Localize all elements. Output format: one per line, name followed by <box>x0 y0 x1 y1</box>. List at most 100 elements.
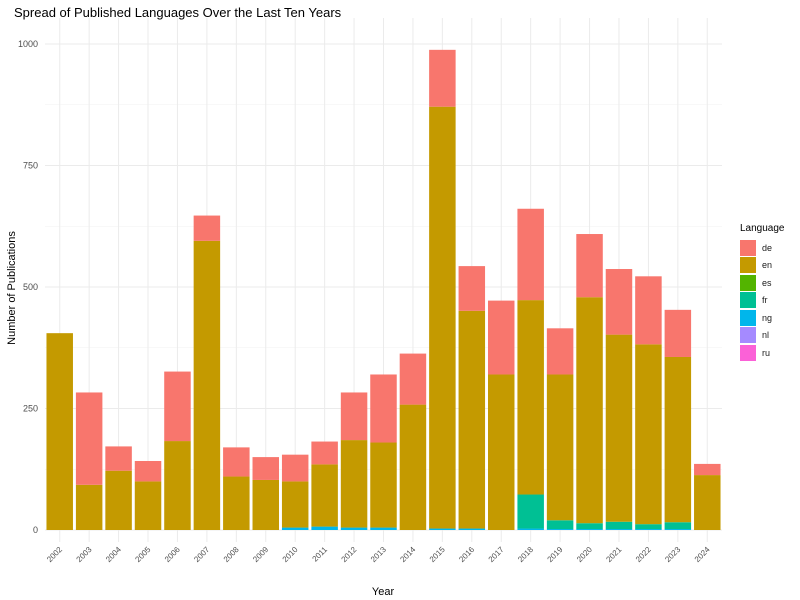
x-axis-label: Year <box>372 586 395 598</box>
x-tick-label: 2002 <box>45 545 64 564</box>
legend-swatch <box>740 257 756 274</box>
bar-en-2020 <box>576 297 603 524</box>
bar-en-2009 <box>252 479 280 530</box>
x-tick-label: 2005 <box>133 545 152 564</box>
bar-en-2023 <box>664 356 692 523</box>
x-tick-label: 2004 <box>104 545 123 564</box>
bar-en-2024 <box>694 475 721 530</box>
legend-item-nl: nl <box>740 327 785 345</box>
bar-fr-2020 <box>576 523 603 530</box>
bar-de-2016 <box>458 266 486 311</box>
bar-de-2003 <box>75 392 103 485</box>
bar-de-2019 <box>546 328 574 375</box>
legend-label: de <box>762 242 773 253</box>
bar-de-2005 <box>134 460 162 482</box>
bar-ng-2021 <box>605 529 633 530</box>
bar-en-2019 <box>546 374 574 521</box>
bar-de-2006 <box>164 371 191 442</box>
legend-title: Language <box>740 223 785 234</box>
bar-fr-2022 <box>635 524 662 530</box>
bar-de-2020 <box>576 234 603 298</box>
bar-ng-2013 <box>370 527 397 530</box>
legend-label: fr <box>762 295 768 306</box>
bar-ng-2011 <box>311 526 338 530</box>
bar-de-2012 <box>340 392 368 441</box>
bar-en-2006 <box>164 441 191 530</box>
x-tick-label: 2008 <box>222 545 241 564</box>
legend-label: ru <box>762 347 771 358</box>
bar-ng-2016 <box>458 528 486 530</box>
bar-en-2016 <box>458 310 486 529</box>
y-tick-label: 1000 <box>18 39 38 49</box>
legend-swatch <box>740 344 756 361</box>
bar-de-2011 <box>311 441 338 465</box>
bar-ng-2019 <box>546 529 574 530</box>
legend: Language de en es fr ng nl ru <box>740 223 785 362</box>
bar-de-2022 <box>635 276 662 345</box>
bar-ng-2020 <box>576 529 603 530</box>
legend-swatch <box>740 239 756 256</box>
y-tick-label: 750 <box>23 161 38 171</box>
x-tick-label: 2024 <box>693 545 712 564</box>
y-tick-label: 500 <box>23 282 38 292</box>
bar-de-2014 <box>399 353 427 405</box>
bar-de-2009 <box>252 457 280 480</box>
bar-en-2005 <box>134 481 162 530</box>
x-tick-label: 2021 <box>604 545 623 564</box>
x-tick-label: 2015 <box>428 545 447 564</box>
x-tick-label: 2019 <box>546 545 565 564</box>
legend-swatch <box>740 292 756 309</box>
bar-en-2003 <box>75 484 103 530</box>
legend-label: es <box>762 277 772 288</box>
chart-title: Spread of Published Languages Over the L… <box>14 5 342 20</box>
bar-en-2011 <box>311 464 338 527</box>
x-tick-label: 2022 <box>634 545 653 564</box>
bar-en-2014 <box>399 404 427 530</box>
bar-en-2004 <box>105 470 132 530</box>
legend-swatch <box>740 274 756 291</box>
bar-en-2002 <box>46 333 73 530</box>
legend-item-de: de <box>740 239 785 257</box>
legend-item-fr: fr <box>740 292 785 310</box>
legend-label: en <box>762 260 773 271</box>
x-tick-label: 2020 <box>575 545 594 564</box>
x-tick-label: 2023 <box>663 545 682 564</box>
bar-en-2012 <box>340 440 368 528</box>
bar-en-2008 <box>223 476 250 530</box>
bar-de-2023 <box>664 309 692 357</box>
bar-fr-2018 <box>517 494 544 529</box>
x-tick-label: 2009 <box>251 545 270 564</box>
legend-item-ng: ng <box>740 309 785 327</box>
bar-de-2018 <box>517 208 544 301</box>
legend-label: nl <box>762 330 770 341</box>
x-tick-label: 2007 <box>192 545 211 564</box>
x-tick-label: 2013 <box>369 545 388 564</box>
bar-fr-2019 <box>546 520 574 530</box>
bar-en-2007 <box>193 240 221 530</box>
y-axis-label: Number of Publications <box>6 231 18 345</box>
bars <box>46 49 721 530</box>
bar-de-2015 <box>429 49 456 107</box>
bar-fr-2023 <box>664 522 692 530</box>
legend-label: ng <box>762 312 773 323</box>
legend-items: de en es fr ng nl ru <box>740 239 785 362</box>
y-tick-label: 250 <box>23 404 38 414</box>
bar-ng-2018 <box>517 528 544 530</box>
x-tick-label: 2014 <box>398 545 417 564</box>
x-tick-label: 2010 <box>281 545 300 564</box>
bar-en-2022 <box>635 344 662 525</box>
y-tick-label: 0 <box>33 525 38 535</box>
bar-ng-2010 <box>281 527 309 530</box>
bar-en-2010 <box>281 481 309 528</box>
bar-en-2013 <box>370 442 397 528</box>
bar-en-2021 <box>605 334 633 522</box>
legend-item-es: es <box>740 274 785 292</box>
bar-en-2018 <box>517 300 544 495</box>
bar-de-2024 <box>694 463 721 476</box>
legend-item-ru: ru <box>740 344 785 362</box>
legend-swatch <box>740 327 756 344</box>
bar-de-2004 <box>105 446 132 471</box>
bar-de-2010 <box>281 454 309 482</box>
bar-de-2017 <box>487 300 515 375</box>
